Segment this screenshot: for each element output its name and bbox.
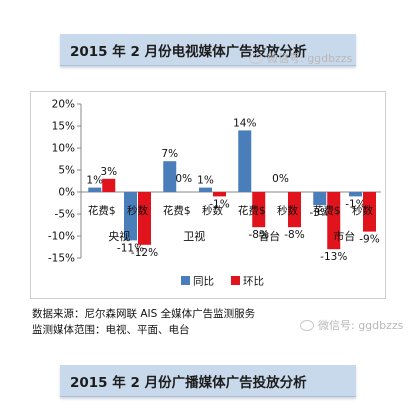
bar — [213, 192, 226, 197]
watermark-bottom: 微信号: ggdbzzs — [300, 317, 403, 333]
sub-category-label: 秒数 — [352, 204, 373, 217]
bar — [138, 192, 151, 245]
bar — [88, 187, 102, 192]
sub-category-label: 秒数 — [277, 204, 298, 217]
bar — [124, 192, 137, 241]
sub-category-label: 花费$ — [313, 204, 341, 217]
chart-panel: 20% 15% 10% 5% 0% -5% -10% -15% 1% 3% 花费$ -11% -12% 秒… — [30, 91, 386, 299]
bar — [252, 192, 266, 228]
watermark-text: 微信号: ggdbzzs — [318, 319, 404, 332]
y-tick-label: 20% — [52, 99, 75, 111]
bar — [163, 161, 177, 192]
footer-title: 2015 年 2 月份广播媒体广告投放分析 — [70, 374, 307, 391]
watermark-top: 微信号: ggdbzzs — [249, 50, 352, 66]
data-label: -12% — [131, 247, 158, 259]
y-tick-label: 10% — [52, 143, 75, 155]
legend-swatch — [231, 276, 240, 285]
data-label: 14% — [233, 117, 256, 129]
data-label: -13% — [320, 251, 347, 263]
header-title-bar: 2015 年 2 月份电视媒体广告投放分析 — [60, 34, 356, 66]
category-label: 市台 — [333, 229, 355, 243]
source-note: 数据来源：尼尔森网联 AIS 全媒体广告监测服务 — [32, 308, 256, 320]
category-label: 省台 — [258, 229, 280, 243]
data-label: -8% — [249, 229, 269, 241]
y-tick-label: -10% — [48, 231, 75, 243]
data-label: -8% — [284, 229, 304, 241]
bar — [102, 178, 116, 192]
data-label: -1% — [209, 198, 229, 210]
bar-chart: 20%15%10%5%0%-5%-10%-15%1%3%花费$-11%-12%秒… — [48, 99, 381, 288]
bar — [199, 187, 212, 192]
legend-label: 同比 — [193, 275, 214, 288]
data-label: 0% — [272, 173, 289, 185]
data-label: 7% — [161, 148, 178, 160]
bar — [363, 192, 376, 232]
data-label: -9% — [359, 234, 379, 246]
data-label: -11% — [117, 242, 144, 254]
y-tick-label: 5% — [58, 165, 75, 177]
data-label: 1% — [86, 175, 103, 187]
data-label: 0% — [175, 173, 192, 185]
sub-category-label: 秒数 — [127, 204, 148, 217]
header-title: 2015 年 2 月份电视媒体广告投放分析 — [70, 43, 307, 60]
y-tick-label: 0% — [58, 187, 75, 199]
data-label: 3% — [100, 166, 117, 178]
category-label: 卫视 — [183, 229, 205, 243]
footer-title-bar: 2015 年 2 月份广播媒体广告投放分析 — [60, 365, 356, 397]
watermark-text: 微信号: ggdbzzs — [267, 52, 353, 65]
bar — [288, 192, 301, 228]
bar — [313, 192, 327, 206]
bar — [327, 192, 341, 250]
y-tick-label: -5% — [55, 209, 75, 221]
data-label: 1% — [197, 175, 214, 187]
sub-category-label: 花费$ — [163, 204, 191, 217]
legend-swatch — [181, 276, 190, 285]
data-label: -3% — [310, 207, 330, 219]
sub-category-label: 秒数 — [202, 204, 223, 217]
wechat-icon — [300, 319, 314, 331]
sub-category-label: 花费$ — [238, 204, 266, 217]
sub-category-label: 花费$ — [88, 204, 116, 217]
bar — [349, 192, 362, 197]
bar — [238, 130, 252, 192]
category-label: 央视 — [108, 229, 130, 243]
data-label: -1% — [345, 198, 365, 210]
scope-note: 监测媒体范围：电视、平面、电台 — [32, 324, 190, 336]
y-tick-label: 15% — [52, 121, 75, 133]
wechat-icon — [249, 52, 263, 64]
legend-label: 环比 — [243, 275, 264, 288]
y-tick-label: -15% — [48, 253, 75, 265]
